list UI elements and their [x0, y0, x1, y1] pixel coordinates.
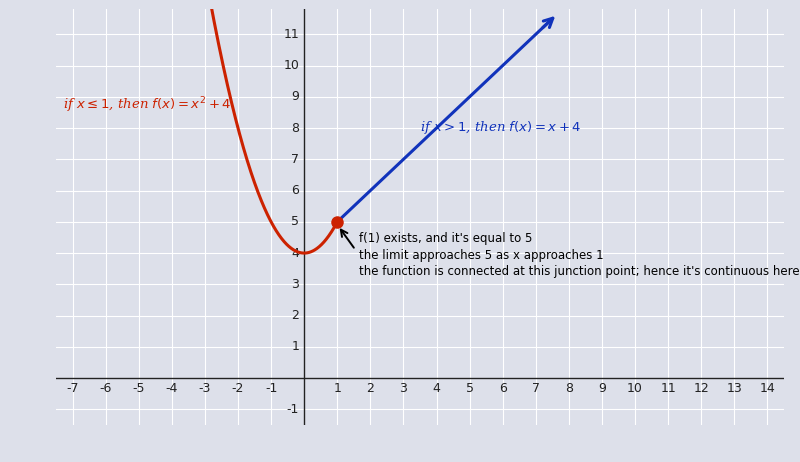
- Text: 11: 11: [660, 382, 676, 395]
- Text: 13: 13: [726, 382, 742, 395]
- Text: 10: 10: [627, 382, 643, 395]
- Text: 3: 3: [399, 382, 407, 395]
- Text: 12: 12: [694, 382, 709, 395]
- Text: 2: 2: [291, 309, 299, 322]
- Text: 1: 1: [291, 340, 299, 353]
- Text: -2: -2: [232, 382, 244, 395]
- Text: 6: 6: [498, 382, 506, 395]
- Text: 6: 6: [291, 184, 299, 197]
- Text: -7: -7: [66, 382, 78, 395]
- Text: if $x > 1$, then $f(x) = x + 4$: if $x > 1$, then $f(x) = x + 4$: [420, 119, 582, 136]
- Text: 7: 7: [532, 382, 540, 395]
- Text: the limit approaches 5 as x approaches 1: the limit approaches 5 as x approaches 1: [358, 249, 603, 261]
- Text: 7: 7: [291, 153, 299, 166]
- Text: 4: 4: [433, 382, 441, 395]
- Text: 10: 10: [283, 59, 299, 72]
- Text: 8: 8: [565, 382, 573, 395]
- Text: 3: 3: [291, 278, 299, 291]
- Text: the function is connected at this junction point; hence it's continuous here: the function is connected at this juncti…: [358, 265, 799, 278]
- Text: if $x \leq 1$, then $f(x) = x^2 + 4$: if $x \leq 1$, then $f(x) = x^2 + 4$: [62, 95, 231, 115]
- Text: 5: 5: [291, 215, 299, 228]
- Text: 8: 8: [291, 122, 299, 134]
- Text: 9: 9: [291, 90, 299, 103]
- Text: 14: 14: [759, 382, 775, 395]
- Text: 4: 4: [291, 247, 299, 260]
- Text: 2: 2: [366, 382, 374, 395]
- Text: -1: -1: [287, 403, 299, 416]
- Text: 5: 5: [466, 382, 474, 395]
- Text: f(1) exists, and it's equal to 5: f(1) exists, and it's equal to 5: [358, 232, 532, 245]
- Text: -1: -1: [265, 382, 278, 395]
- Text: -5: -5: [133, 382, 145, 395]
- Text: -3: -3: [198, 382, 211, 395]
- Text: -4: -4: [166, 382, 178, 395]
- Text: 1: 1: [334, 382, 342, 395]
- Text: 11: 11: [283, 28, 299, 41]
- Text: 9: 9: [598, 382, 606, 395]
- Text: -6: -6: [99, 382, 112, 395]
